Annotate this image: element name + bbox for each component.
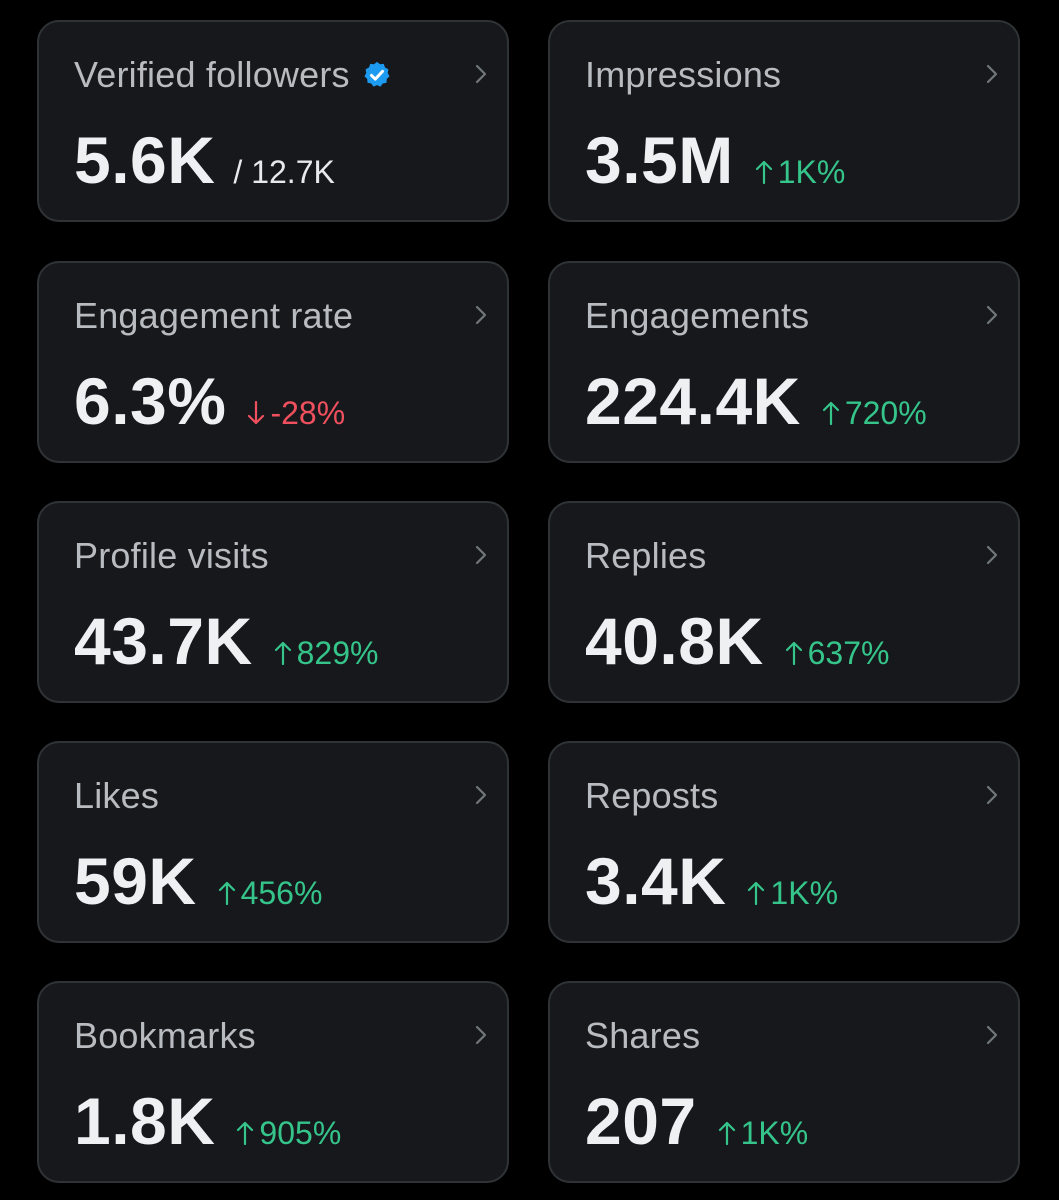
metric-value: 5.6K xyxy=(74,123,216,197)
metric-value-row: 5.6K / 12.7K xyxy=(74,122,335,198)
metric-label: Reposts xyxy=(585,775,719,816)
chevron-right-icon xyxy=(986,64,998,84)
metric-change: 1K% xyxy=(754,154,846,191)
metric-label: Likes xyxy=(74,775,160,816)
metric-change: 720% xyxy=(821,395,927,432)
arrow-up-icon xyxy=(748,881,765,906)
metric-label: Shares xyxy=(585,1015,701,1056)
arrow-up-icon xyxy=(755,160,772,185)
metric-value: 1.8K xyxy=(74,1084,216,1158)
chevron-right-icon xyxy=(475,785,487,805)
metric-value: 3.5M xyxy=(585,123,734,197)
metric-change-value: 1K% xyxy=(777,154,846,190)
metric-change-value: 1K% xyxy=(740,1115,809,1151)
metric-card-shares[interactable]: Shares 207 1K% xyxy=(548,981,1020,1183)
metric-change-value: 456% xyxy=(240,875,323,911)
metric-value-row: 59K 456% xyxy=(74,843,322,919)
metric-label: Verified followers xyxy=(74,54,350,95)
metric-header: Shares xyxy=(585,1013,700,1059)
metric-card-engagements[interactable]: Engagements 224.4K 720% xyxy=(548,261,1020,463)
metric-label: Profile visits xyxy=(74,535,269,576)
chevron-right-icon xyxy=(986,1025,998,1045)
metric-change-value: 637% xyxy=(807,635,890,671)
metric-total: / 12.7K xyxy=(233,154,335,190)
metric-card-engagement-rate[interactable]: Engagement rate 6.3% -28% xyxy=(37,261,509,463)
metric-value-row: 224.4K 720% xyxy=(585,363,927,439)
metric-label: Engagements xyxy=(585,295,810,336)
metric-label: Engagement rate xyxy=(74,295,354,336)
metric-header: Likes xyxy=(74,773,159,819)
chevron-right-icon xyxy=(986,305,998,325)
metric-change-value: 720% xyxy=(844,395,927,431)
metric-change: 1K% xyxy=(746,875,838,912)
metric-value: 40.8K xyxy=(585,604,764,678)
metric-value: 43.7K xyxy=(74,604,253,678)
metric-header: Bookmarks xyxy=(74,1013,256,1059)
metric-change: 1K% xyxy=(717,1115,809,1152)
metric-value: 207 xyxy=(585,1084,697,1158)
metric-header: Impressions xyxy=(585,52,781,98)
metric-header: Replies xyxy=(585,533,706,579)
metric-change-value: 905% xyxy=(259,1115,342,1151)
metric-value: 59K xyxy=(74,844,197,918)
metric-value-row: 6.3% -28% xyxy=(74,363,345,439)
metric-value: 224.4K xyxy=(585,364,801,438)
metric-header: Engagements xyxy=(585,293,809,339)
arrow-up-icon xyxy=(218,881,235,906)
metric-card-verified-followers[interactable]: Verified followers 5.6K / 12.7K xyxy=(37,20,509,222)
metric-change: 905% xyxy=(235,1115,341,1152)
chevron-right-icon xyxy=(475,1025,487,1045)
arrow-up-icon xyxy=(822,401,839,426)
arrow-down-icon xyxy=(248,400,265,425)
metric-label: Impressions xyxy=(585,54,782,95)
chevron-right-icon xyxy=(475,64,487,84)
metric-value-row: 43.7K 829% xyxy=(74,603,378,679)
metric-header: Engagement rate xyxy=(74,293,353,339)
metric-value-row: 207 1K% xyxy=(585,1083,808,1159)
metric-change-value: 829% xyxy=(296,635,379,671)
arrow-up-icon xyxy=(237,1121,254,1146)
metric-value-row: 3.5M 1K% xyxy=(585,122,845,198)
metric-header: Reposts xyxy=(585,773,718,819)
verified-badge-icon xyxy=(364,61,390,87)
metric-change-value: -28% xyxy=(270,395,346,431)
metric-header: Profile visits xyxy=(74,533,269,579)
chevron-right-icon xyxy=(475,545,487,565)
metric-value: 3.4K xyxy=(585,844,727,918)
metric-change: 829% xyxy=(273,635,379,672)
metric-card-likes[interactable]: Likes 59K 456% xyxy=(37,741,509,943)
metric-change: 456% xyxy=(217,875,323,912)
metric-change: -28% xyxy=(246,395,345,432)
metric-label: Bookmarks xyxy=(74,1015,256,1056)
metric-change-value: 1K% xyxy=(770,875,839,911)
chevron-right-icon xyxy=(986,785,998,805)
metric-card-bookmarks[interactable]: Bookmarks 1.8K 905% xyxy=(37,981,509,1183)
arrow-up-icon xyxy=(785,641,802,666)
metric-value-row: 1.8K 905% xyxy=(74,1083,341,1159)
metric-card-reposts[interactable]: Reposts 3.4K 1K% xyxy=(548,741,1020,943)
metric-header: Verified followers xyxy=(74,52,392,98)
metric-value: 6.3% xyxy=(74,364,227,438)
metric-value-row: 3.4K 1K% xyxy=(585,843,838,919)
metric-card-replies[interactable]: Replies 40.8K 637% xyxy=(548,501,1020,703)
metric-label: Replies xyxy=(585,535,707,576)
metric-card-impressions[interactable]: Impressions 3.5M 1K% xyxy=(548,20,1020,222)
arrow-up-icon xyxy=(718,1121,735,1146)
arrow-up-icon xyxy=(274,641,291,666)
metric-change: 637% xyxy=(784,635,890,672)
chevron-right-icon xyxy=(986,545,998,565)
metric-card-profile-visits[interactable]: Profile visits 43.7K 829% xyxy=(37,501,509,703)
chevron-right-icon xyxy=(475,305,487,325)
metric-value-row: 40.8K 637% xyxy=(585,603,889,679)
